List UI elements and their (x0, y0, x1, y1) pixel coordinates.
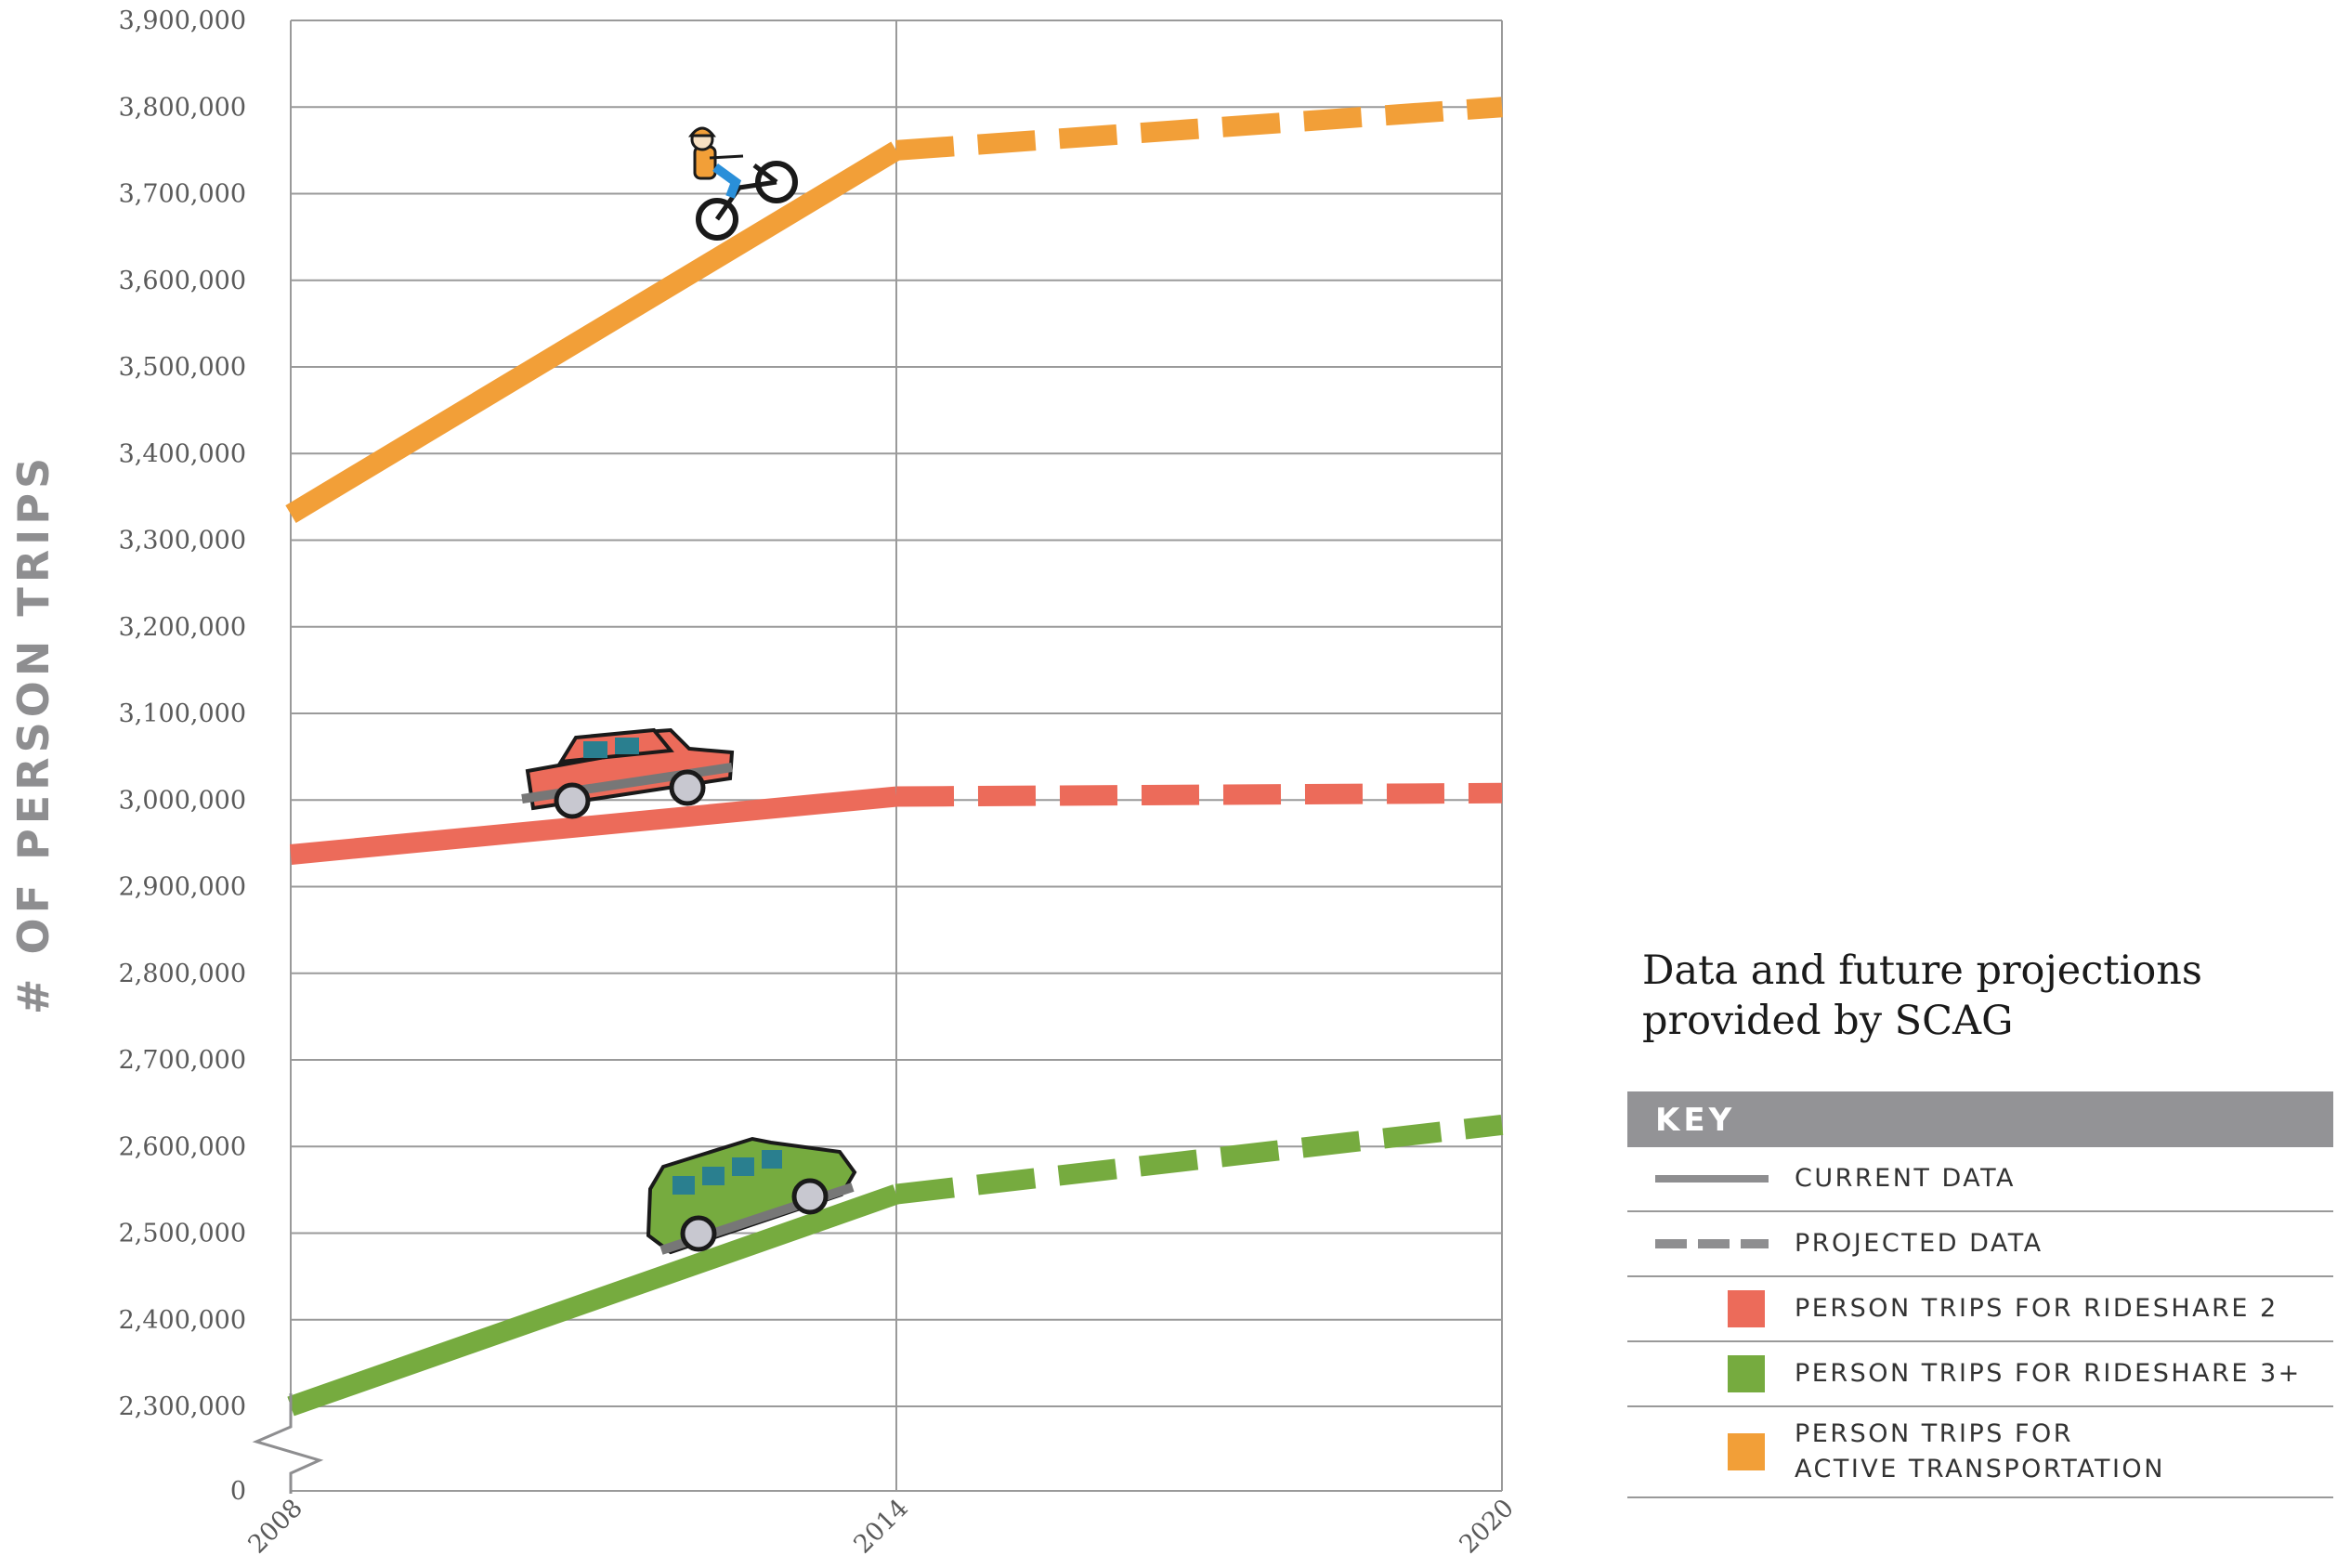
legend-item-active: PERSON TRIPS FOR ACTIVE TRANSPORTATION (1627, 1407, 2333, 1498)
legend-title: KEY (1627, 1091, 2333, 1147)
series-projected-line (895, 97, 1503, 161)
y-axis-label: # OF PERSON TRIPS (8, 453, 59, 1014)
y-tick-label: 3,400,000 (119, 439, 246, 468)
y-tick-label: 2,700,000 (119, 1046, 246, 1075)
y-tick-label: 3,600,000 (119, 267, 246, 295)
series-2 (287, 1115, 1504, 1417)
y-tick-label: 0 (230, 1477, 246, 1506)
y-tick-label: 3,900,000 (119, 7, 246, 35)
solid-line-swatch (1655, 1175, 1769, 1183)
series-current-line (289, 786, 898, 865)
rideshare2-swatch (1728, 1290, 1765, 1327)
y-tick-label: 3,800,000 (119, 93, 246, 122)
series-projected-line (895, 782, 1503, 807)
legend-label-current: CURRENT DATA (1795, 1164, 2017, 1193)
x-tick-label: 2014 (848, 1494, 914, 1560)
source-note: Data and future projections provided by … (1642, 947, 2202, 1044)
y-tick-label: 2,600,000 (119, 1132, 246, 1161)
series-current-line (285, 141, 902, 523)
legend-label-active: PERSON TRIPS FOR ACTIVE TRANSPORTATION (1795, 1419, 2165, 1483)
bicycle-icon (687, 126, 798, 241)
legend-item-rideshare2: PERSON TRIPS FOR RIDESHARE 2 (1627, 1277, 2333, 1342)
dashed-line-swatch (1655, 1239, 1769, 1248)
y-tick-label: 3,100,000 (119, 699, 246, 728)
legend-item-rideshare3: PERSON TRIPS FOR RIDESHARE 3+ (1627, 1342, 2333, 1407)
series-layer (285, 97, 1504, 1417)
y-tick-label: 2,400,000 (119, 1306, 246, 1335)
y-tick-label: 2,500,000 (119, 1220, 246, 1248)
active-transport-swatch (1728, 1433, 1765, 1470)
y-tick-label: 3,200,000 (119, 613, 246, 642)
legend-label-rideshare3: PERSON TRIPS FOR RIDESHARE 3+ (1795, 1359, 2302, 1388)
legend-item-current: CURRENT DATA (1627, 1147, 2333, 1212)
y-tick-label: 2,300,000 (119, 1392, 246, 1421)
y-tick-label: 3,700,000 (119, 180, 246, 209)
legend: KEY CURRENT DATA PROJECTED DATA PERSON T… (1627, 1091, 2333, 1498)
axis-break-marker (252, 1393, 324, 1494)
y-tick-labels: 3,900,000 3,800,000 3,700,000 3,600,000 3,50… (119, 7, 246, 1506)
legend-item-projected: PROJECTED DATA (1627, 1212, 2333, 1277)
legend-label-rideshare2: PERSON TRIPS FOR RIDESHARE 2 (1795, 1294, 2278, 1323)
y-tick-label: 3,000,000 (119, 786, 246, 815)
y-tick-label: 3,500,000 (119, 353, 246, 382)
series-1 (289, 782, 1503, 865)
x-tick-label: 2008 (242, 1494, 308, 1560)
grid-layer (290, 20, 1503, 1492)
series-current-line (287, 1184, 900, 1417)
y-tick-label: 2,900,000 (119, 873, 246, 902)
x-tick-labels: 2008 2014 2020 (242, 1494, 1520, 1560)
x-tick-label: 2020 (1454, 1494, 1520, 1560)
series-projected-line (894, 1115, 1504, 1205)
rideshare3-swatch (1728, 1355, 1765, 1392)
legend-label-projected: PROJECTED DATA (1795, 1229, 2043, 1258)
y-tick-label: 3,300,000 (119, 527, 246, 555)
y-tick-label: 2,800,000 (119, 960, 246, 988)
series-0 (285, 97, 1503, 523)
car-icon (521, 727, 735, 819)
van-icon (646, 1136, 857, 1255)
